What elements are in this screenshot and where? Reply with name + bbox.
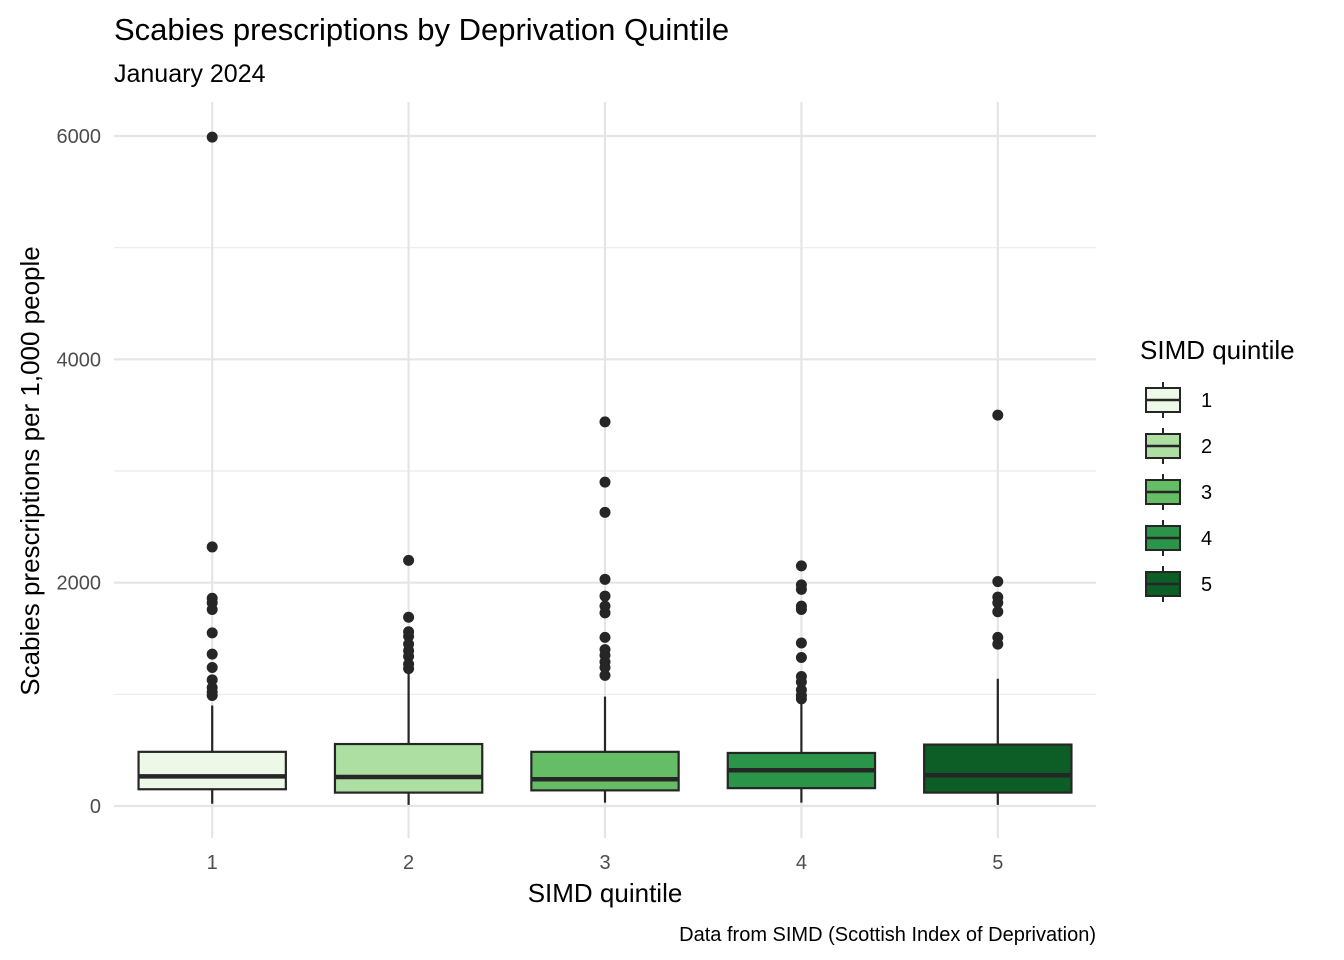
outlier-point — [206, 541, 218, 553]
outlier-point — [992, 576, 1004, 588]
box-3 — [530, 416, 680, 803]
box-layer — [137, 131, 1073, 805]
outlier-point — [795, 651, 807, 663]
outlier-point — [992, 638, 1004, 650]
chart-caption: Data from SIMD (Scottish Index of Depriv… — [679, 924, 1096, 946]
outlier-point — [992, 606, 1004, 618]
y-axis-title: Scabies prescriptions per 1,000 people — [15, 246, 45, 696]
legend-item-4: 4 — [1145, 520, 1212, 556]
y-tick-label: 0 — [90, 796, 101, 818]
legend-title: SIMD quintile — [1140, 335, 1295, 365]
chart-subtitle: January 2024 — [114, 60, 266, 88]
y-tick-label: 4000 — [57, 349, 102, 371]
iqr-box — [530, 750, 680, 792]
box-4 — [726, 560, 877, 803]
outlier-point — [403, 630, 415, 642]
outlier-point — [599, 416, 611, 428]
iqr-box — [137, 750, 287, 791]
outlier-point — [992, 409, 1004, 421]
outlier-point — [599, 607, 611, 619]
legend-item-1: 1 — [1145, 382, 1212, 418]
iqr-box — [333, 742, 484, 794]
outlier-point — [206, 131, 218, 143]
outlier-point — [599, 476, 611, 488]
x-tick-label: 4 — [796, 852, 807, 874]
y-tick-labels: 0 2000 4000 6000 — [57, 126, 102, 818]
outlier-point — [403, 663, 415, 675]
outlier-point — [599, 573, 611, 585]
legend-item-5: 5 — [1145, 566, 1212, 602]
outlier-point — [599, 669, 611, 681]
outlier-point — [206, 627, 218, 639]
x-tick-label: 5 — [992, 852, 1003, 874]
outlier-point — [599, 590, 611, 602]
outlier-point — [403, 554, 415, 566]
outlier-point — [599, 506, 611, 518]
outlier-point — [206, 674, 218, 686]
outlier-point — [599, 662, 611, 674]
outlier-point — [206, 603, 218, 615]
outlier-point — [403, 650, 415, 662]
legend-label: 2 — [1201, 436, 1212, 458]
outlier-point — [795, 560, 807, 572]
x-axis-title: SIMD quintile — [528, 878, 683, 908]
y-tick-label: 6000 — [57, 126, 102, 148]
outlier-point — [795, 676, 807, 688]
outlier-point — [206, 689, 218, 701]
box-5 — [923, 409, 1073, 805]
outlier-point — [206, 662, 218, 674]
outlier-point — [599, 631, 611, 643]
legend-item-3: 3 — [1145, 474, 1212, 510]
legend: SIMD quintile 1 2 3 4 5 — [1140, 335, 1295, 602]
legend-item-2: 2 — [1145, 428, 1212, 464]
legend-label: 5 — [1201, 574, 1212, 596]
x-tick-label: 3 — [599, 852, 610, 874]
iqr-box — [923, 743, 1073, 794]
y-tick-label: 2000 — [57, 573, 102, 595]
box-2 — [333, 554, 484, 805]
outlier-point — [795, 583, 807, 595]
legend-items: 1 2 3 4 5 — [1145, 382, 1212, 602]
x-tick-label: 1 — [207, 852, 218, 874]
outlier-point — [795, 637, 807, 649]
outlier-point — [795, 693, 807, 705]
legend-label: 3 — [1201, 482, 1212, 504]
x-tick-label: 2 — [403, 852, 414, 874]
legend-label: 4 — [1201, 528, 1212, 550]
box-1 — [137, 131, 287, 804]
chart-title: Scabies prescriptions by Deprivation Qui… — [114, 12, 729, 47]
outlier-point — [206, 648, 218, 660]
outlier-point — [403, 611, 415, 623]
outlier-point — [795, 603, 807, 615]
x-tick-labels: 1 2 3 4 5 — [207, 852, 1004, 874]
legend-label: 1 — [1201, 390, 1212, 412]
outlier-point — [992, 597, 1004, 609]
